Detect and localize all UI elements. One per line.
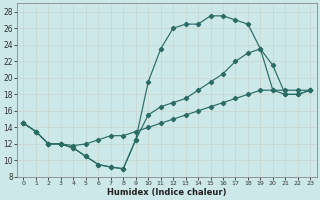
- X-axis label: Humidex (Indice chaleur): Humidex (Indice chaleur): [107, 188, 227, 197]
